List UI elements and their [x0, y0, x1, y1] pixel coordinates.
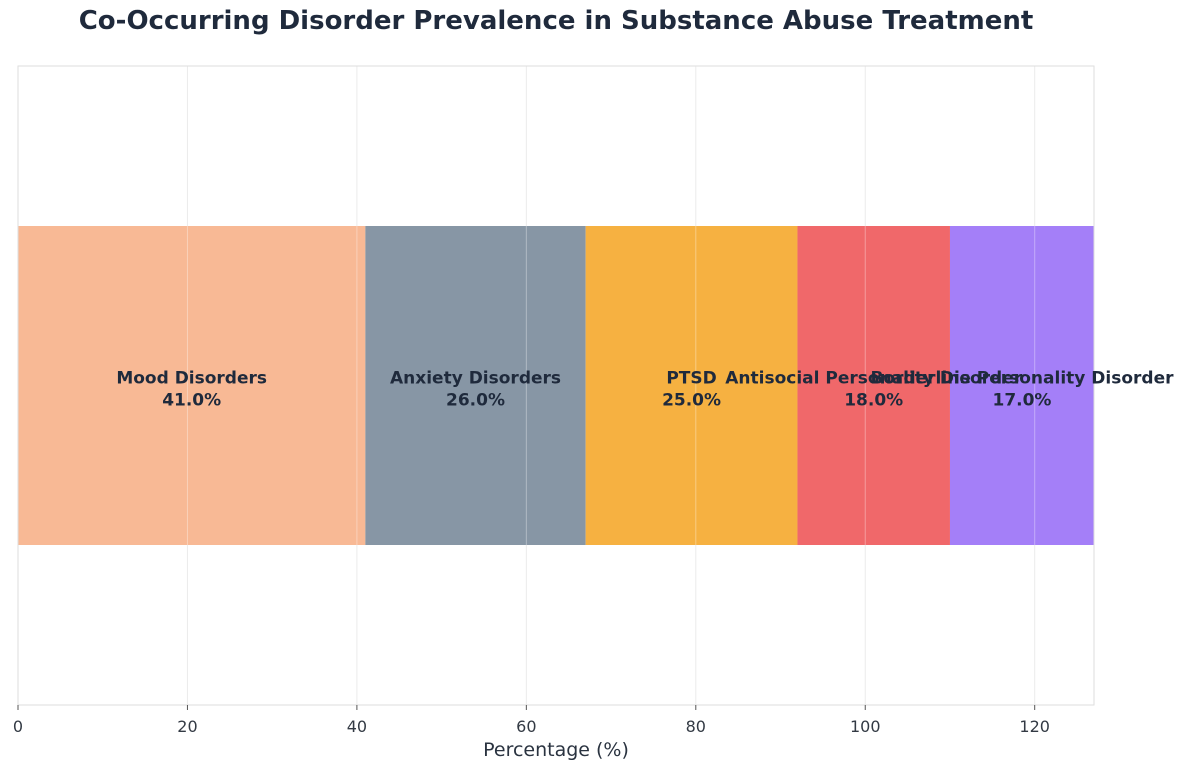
- segment-name-anxiety-disorders: Anxiety Disorders: [390, 369, 561, 389]
- bar-segment-anxiety-disorders[interactable]: [365, 226, 586, 545]
- bar-segment-antisocial-personality-disorder[interactable]: [797, 226, 950, 545]
- bar-segment-ptsd[interactable]: [585, 226, 798, 545]
- segment-value-borderline-personality-disorder: 17.0%: [992, 391, 1051, 411]
- bar-segment-borderline-personality-disorder[interactable]: [949, 226, 1094, 545]
- segment-value-mood-disorders: 41.0%: [162, 391, 221, 411]
- x-tick-label-80: 80: [686, 717, 706, 736]
- segment-name-borderline-personality-disorder: Borderline Personality Disorder: [870, 369, 1174, 389]
- chart-title: Co-Occurring Disorder Prevalence in Subs…: [78, 6, 1034, 36]
- segment-value-antisocial-personality-disorder: 18.0%: [844, 391, 903, 411]
- segment-value-ptsd: 25.0%: [662, 391, 721, 411]
- segment-name-ptsd: PTSD: [666, 369, 716, 389]
- bars-layer: [18, 226, 1094, 545]
- x-tick-label-60: 60: [516, 717, 536, 736]
- x-tick-label-0: 0: [13, 717, 23, 736]
- x-tick-label-40: 40: [347, 717, 367, 736]
- segment-name-mood-disorders: Mood Disorders: [116, 369, 267, 389]
- x-tick-label-100: 100: [850, 717, 881, 736]
- segment-name-antisocial-personality-disorder: Antisocial Personality Disorder: [725, 369, 1022, 389]
- bar-segment-mood-disorders[interactable]: [18, 226, 366, 545]
- grid-overlay-layer: [186, 226, 1036, 545]
- x-tick-label-20: 20: [177, 717, 197, 736]
- x-axis-title: Percentage (%): [483, 739, 629, 761]
- plot-frame: [17, 65, 1095, 706]
- x-tick-label-120: 120: [1019, 717, 1050, 736]
- segment-value-anxiety-disorders: 26.0%: [446, 391, 505, 411]
- x-axis-ticks: 0 20 40 60 80 100 120: [13, 705, 1050, 736]
